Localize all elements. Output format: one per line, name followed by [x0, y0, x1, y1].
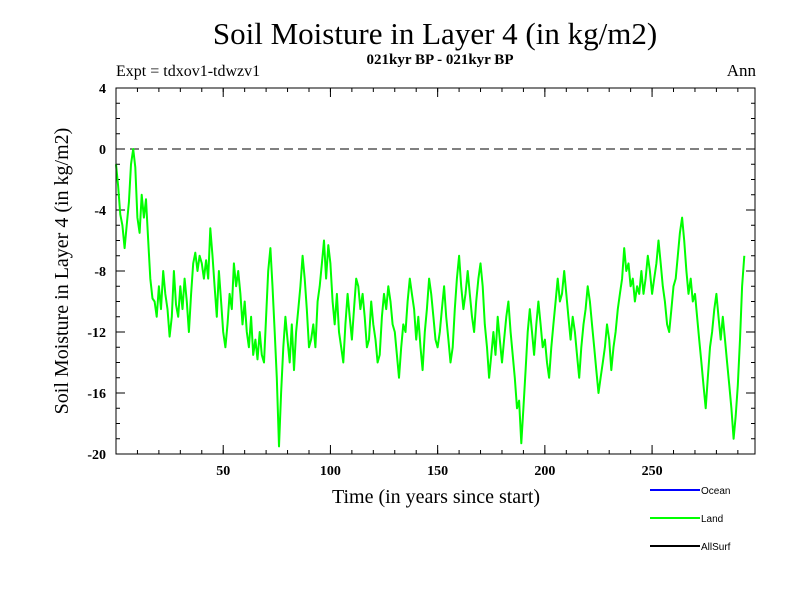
- legend-label-land: Land: [701, 514, 723, 525]
- y-tick-label: -4: [94, 204, 106, 219]
- x-tick-label: 100: [320, 464, 341, 479]
- series-line-land: [115, 148, 746, 448]
- plot-frame: [115, 87, 756, 455]
- x-tick-label: 50: [216, 464, 230, 479]
- x-tick-label: 250: [642, 464, 663, 479]
- y-tick-label: 0: [99, 143, 106, 158]
- period-label: Ann: [726, 61, 756, 80]
- x-tick-label: 200: [534, 464, 555, 479]
- y-tick-label: 4: [99, 82, 106, 97]
- x-tick-label: 150: [427, 464, 448, 479]
- y-tick-label: -20: [87, 448, 106, 463]
- y-tick-label: -8: [94, 265, 106, 280]
- y-tick-label: -16: [87, 387, 106, 402]
- y-tick-label: -12: [87, 326, 106, 341]
- legend-label-ocean: Ocean: [701, 486, 730, 497]
- chart-title: Soil Moisture in Layer 4 (in kg/m2): [212, 16, 658, 51]
- chart-subtitle: 021kyr BP - 021kyr BP: [366, 52, 514, 68]
- legend: Ocean Land AllSurf: [650, 486, 731, 553]
- y-axis-label: Soil Moisture in Layer 4 (in kg/m2): [51, 128, 73, 415]
- legend-label-allsurf: AllSurf: [701, 542, 731, 553]
- experiment-label: Expt = tdxov1-tdwzv1: [116, 63, 261, 80]
- x-axis-label: Time (in years since start): [332, 486, 540, 508]
